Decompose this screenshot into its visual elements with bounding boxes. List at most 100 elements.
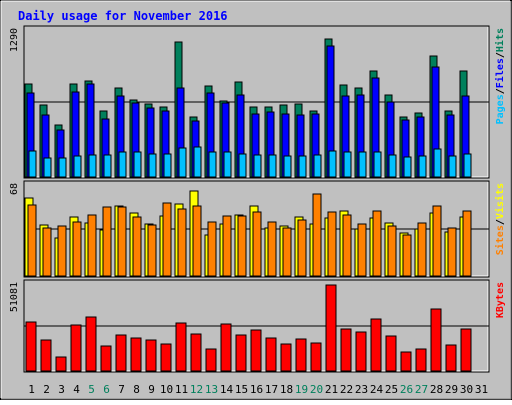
bar-pages-day-18 <box>283 155 292 178</box>
bar-sites-day-5 <box>87 214 97 277</box>
bar-kbytes-day-4 <box>70 324 82 372</box>
bar-pages-day-25 <box>388 154 397 178</box>
bar-kbytes-day-12 <box>190 333 202 372</box>
bar-pages-day-29 <box>448 155 457 178</box>
x-tick-label-4: 4 <box>73 383 80 396</box>
x-tick-label-5: 5 <box>88 383 95 396</box>
x-tick-label-31: 31 <box>475 383 488 396</box>
bar-pages-day-19 <box>298 155 307 178</box>
x-tick-label-30: 30 <box>460 383 473 396</box>
legend-item: Sites <box>494 225 506 255</box>
bar-pages-day-10 <box>163 153 172 178</box>
bar-sites-day-21 <box>327 211 337 277</box>
x-tick-label-16: 16 <box>250 383 263 396</box>
bar-pages-day-14 <box>223 151 232 178</box>
bar-pages-day-5 <box>88 154 97 178</box>
bar-sites-day-25 <box>387 225 397 277</box>
legend-item: Hits <box>494 28 506 52</box>
x-tick-label-21: 21 <box>325 383 338 396</box>
x-tick-label-29: 29 <box>445 383 458 396</box>
bar-kbytes-day-16 <box>250 329 262 372</box>
bar-sites-day-22 <box>342 214 352 277</box>
legend-item: Files <box>494 58 506 88</box>
bar-sites-day-13 <box>207 221 217 277</box>
bar-kbytes-day-11 <box>175 322 187 372</box>
x-tick-label-28: 28 <box>430 383 443 396</box>
bar-sites-day-7 <box>117 206 127 277</box>
bar-pages-day-26 <box>403 156 412 178</box>
x-axis-labels: 1 2 3 4 5 6 7 8 9 10 11 12 13 14 15 16 17 18 19 20 21 22 23 24 2… <box>28 383 488 396</box>
bar-pages-day-23 <box>358 151 367 178</box>
x-tick-label-6: 6 <box>103 383 110 396</box>
bar-kbytes-day-13 <box>205 348 217 372</box>
x-tick-label-8: 8 <box>133 383 140 396</box>
bar-kbytes-day-10 <box>160 343 172 372</box>
legend-item: KBytes <box>495 282 506 318</box>
bar-pages-day-20 <box>313 154 322 178</box>
x-tick-label-27: 27 <box>415 383 428 396</box>
x-tick-label-19: 19 <box>295 383 308 396</box>
bar-kbytes-day-25 <box>385 335 397 372</box>
x-tick-label-20: 20 <box>310 383 323 396</box>
bar-kbytes-day-29 <box>445 344 457 372</box>
bar-pages-day-3 <box>58 157 67 178</box>
bar-pages-day-8 <box>133 151 142 178</box>
bar-sites-day-15 <box>237 215 247 277</box>
bar-sites-day-11 <box>177 208 187 277</box>
bar-pages-day-22 <box>343 151 352 178</box>
bar-kbytes-day-14 <box>220 323 232 372</box>
x-tick-label-13: 13 <box>205 383 218 396</box>
x-tick-label-2: 2 <box>43 383 50 396</box>
bar-sites-day-12 <box>192 205 202 277</box>
bar-kbytes-day-17 <box>265 337 277 372</box>
bar-sites-day-28 <box>432 205 442 277</box>
bar-kbytes-day-9 <box>145 339 157 372</box>
bar-sites-day-17 <box>267 221 277 277</box>
y-max-label: 68 <box>9 183 20 195</box>
bar-pages-day-1 <box>28 150 37 178</box>
bar-kbytes-day-18 <box>280 343 292 372</box>
bar-kbytes-day-22 <box>340 328 352 372</box>
bar-pages-day-6 <box>103 154 112 178</box>
bar-kbytes-day-8 <box>130 337 142 372</box>
x-tick-label-25: 25 <box>385 383 398 396</box>
bar-sites-day-3 <box>57 225 67 277</box>
legend-item: / <box>495 219 506 225</box>
bar-sites-day-19 <box>297 219 307 277</box>
bar-kbytes-day-20 <box>310 342 322 372</box>
bar-pages-day-30 <box>463 153 472 178</box>
x-tick-label-18: 18 <box>280 383 293 396</box>
x-tick-label-3: 3 <box>58 383 65 396</box>
bar-kbytes-day-2 <box>40 339 52 372</box>
bar-pages-day-21 <box>328 150 337 178</box>
bar-sites-day-14 <box>222 215 232 277</box>
bar-sites-day-27 <box>417 222 427 277</box>
bar-sites-day-16 <box>252 211 262 277</box>
bar-sites-day-18 <box>282 227 292 277</box>
legend: Sites/Visits <box>494 183 506 255</box>
bar-kbytes-day-15 <box>235 334 247 372</box>
bar-sites-day-10 <box>162 202 172 277</box>
legend-item: / <box>495 88 506 94</box>
bar-sites-day-30 <box>462 210 472 277</box>
chart-title: Daily usage for November 2016 <box>18 9 228 23</box>
bar-kbytes-day-26 <box>400 351 412 372</box>
bar-pages-day-9 <box>148 153 157 178</box>
legend-item: / <box>495 52 506 58</box>
bar-kbytes-day-30 <box>460 328 472 372</box>
bar-kbytes-day-21 <box>325 284 337 372</box>
x-tick-label-15: 15 <box>235 383 248 396</box>
bar-kbytes-day-3 <box>55 356 67 372</box>
y-max-label: 1290 <box>9 28 20 52</box>
panel-kbytes: 51081 KBytes <box>9 279 506 373</box>
bar-sites-day-1 <box>27 204 37 277</box>
bar-sites-day-9 <box>147 224 157 277</box>
bar-sites-day-23 <box>357 223 367 277</box>
x-tick-label-9: 9 <box>148 383 155 396</box>
x-tick-label-1: 1 <box>28 383 35 396</box>
bar-sites-day-2 <box>42 227 52 277</box>
bar-kbytes-day-19 <box>295 338 307 372</box>
